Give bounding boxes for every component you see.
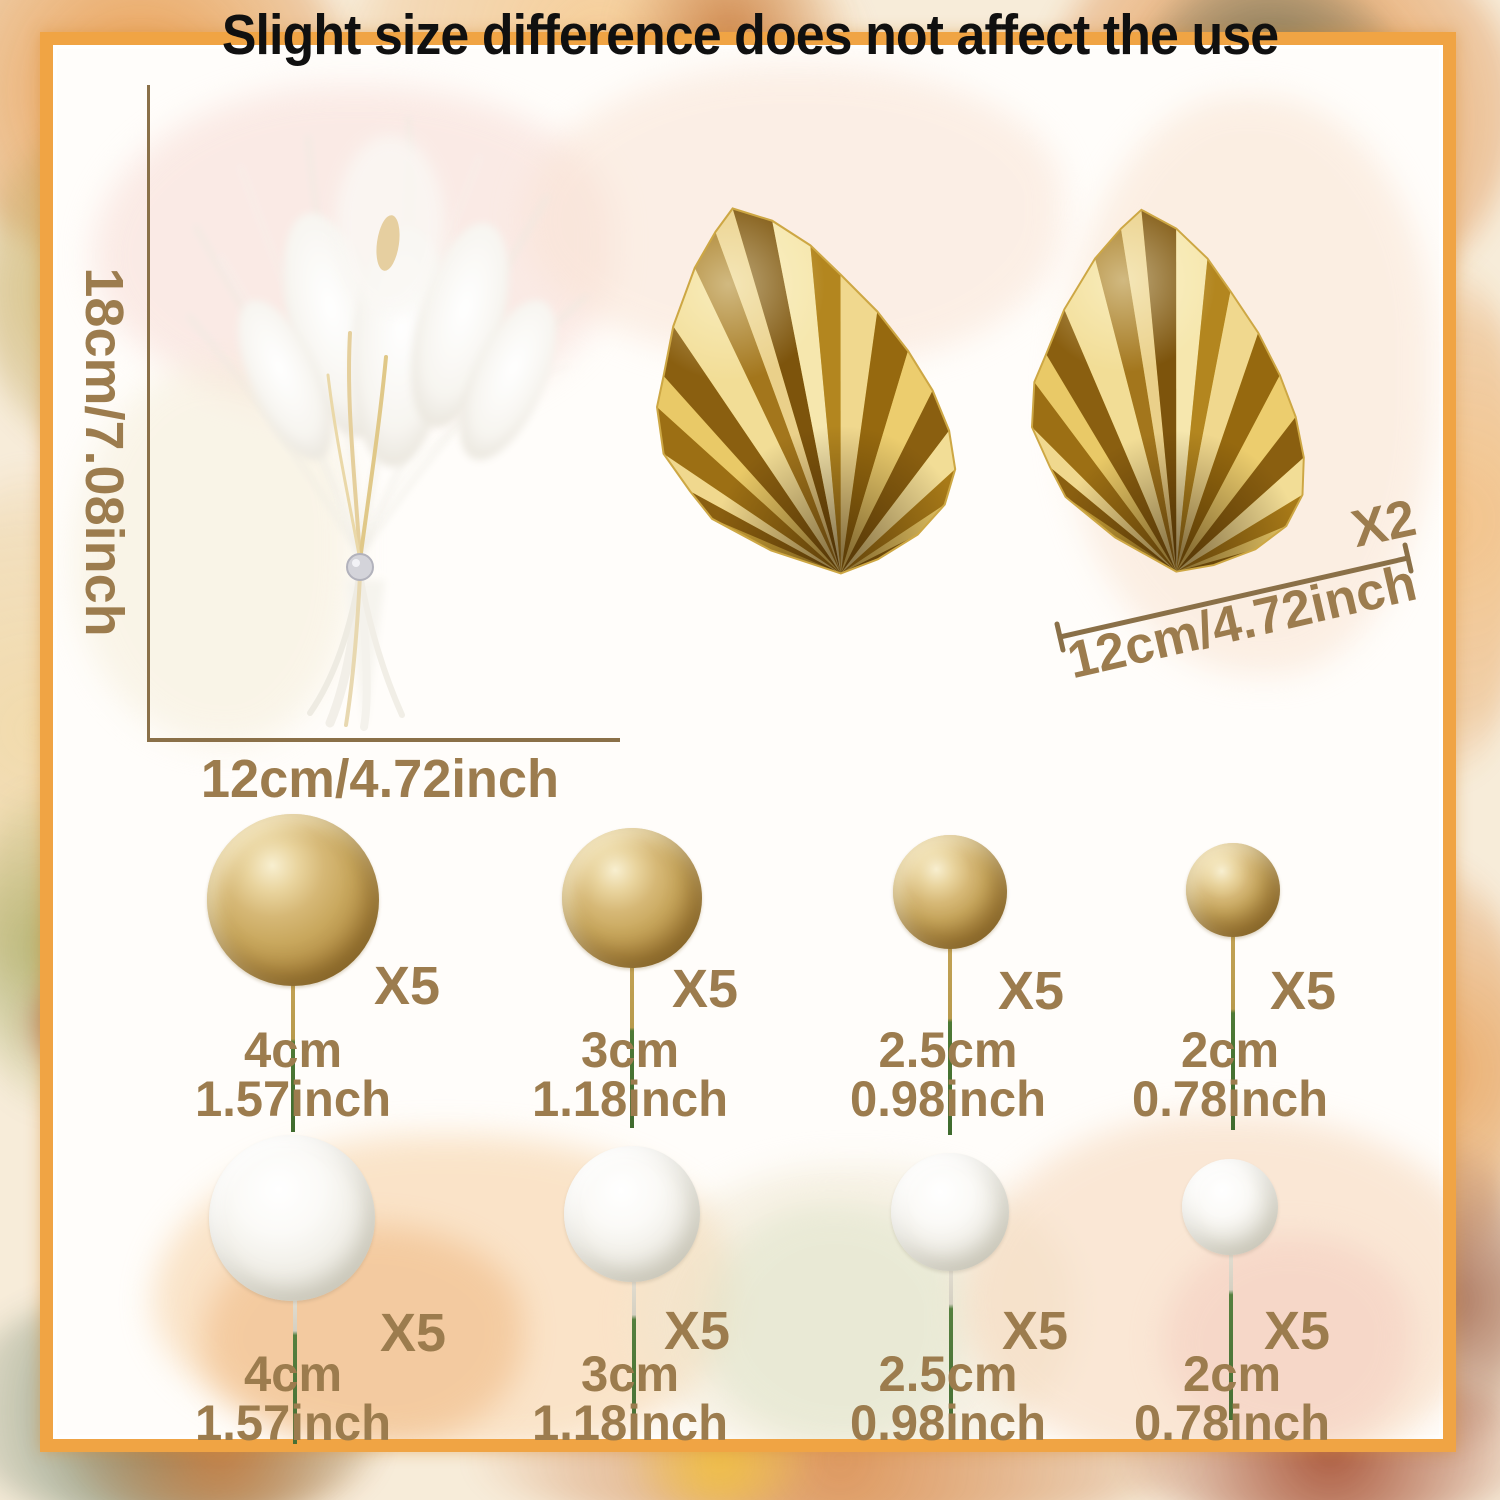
size-cm: 4cm [243, 1346, 343, 1402]
size-inch: 1.57inch [194, 1071, 392, 1127]
white-ball-count: X5 [664, 1301, 731, 1361]
size-inch: 1.18inch [531, 1395, 729, 1451]
pampas-plumes [238, 135, 557, 467]
size-cm: 3cm [580, 1346, 680, 1402]
gold-ball-4cm [207, 814, 379, 986]
white-ball-count: X5 [380, 1303, 447, 1363]
height-dimension-line [147, 85, 150, 740]
gold-ball-2cm [1186, 843, 1280, 937]
size-inch: 1.57inch [194, 1395, 392, 1451]
gold-ball-size-label: 4cm 1.57inch [136, 1022, 450, 1127]
gold-ball-size-label: 2cm 0.78inch [1073, 1022, 1387, 1127]
white-ball-size-label: 4cm 1.57inch [136, 1346, 450, 1451]
gold-ball-count: X5 [1270, 961, 1337, 1021]
panel-wash [1163, 1235, 1413, 1439]
white-ball-2cm [1182, 1159, 1278, 1255]
size-inch: 0.98inch [849, 1395, 1047, 1451]
size-cm: 3cm [580, 1022, 680, 1078]
pampas-width-label: 12cm/4.72inch [200, 749, 560, 809]
size-inch: 0.78inch [1131, 1071, 1329, 1127]
size-cm: 2cm [1182, 1346, 1282, 1402]
pampas-height-label: 18cm/7.08inch [74, 267, 134, 637]
bouquet-tie [346, 553, 374, 581]
gold-ball-count: X5 [998, 961, 1065, 1021]
size-cm: 2cm [1180, 1022, 1280, 1078]
gold-ball-size-label: 3cm 1.18inch [473, 1022, 787, 1127]
size-inch: 0.78inch [1133, 1395, 1331, 1451]
size-cm: 4cm [243, 1022, 343, 1078]
white-ball-stem [293, 1299, 297, 1444]
wheat-head [376, 215, 400, 271]
white-ball-2-5cm [891, 1153, 1009, 1271]
leaf-width-dimension-line [1054, 542, 1414, 653]
gold-ball-2-5cm [893, 835, 1007, 949]
white-ball-size-label: 3cm 1.18inch [473, 1346, 787, 1451]
gold-ball-3cm [562, 828, 702, 968]
gold-palm-leaf [1010, 198, 1339, 588]
gold-ball-count: X5 [672, 959, 739, 1019]
gold-ball-stem [630, 966, 634, 1128]
size-cm: 2.5cm [878, 1022, 1018, 1078]
gold-ball-stem [948, 947, 952, 1135]
width-dimension-line [147, 738, 620, 742]
gold-ball-stem [291, 982, 295, 1132]
size-inch: 0.98inch [849, 1071, 1047, 1127]
white-ball-size-label: 2.5cm 0.98inch [791, 1346, 1105, 1451]
white-ball-stem [632, 1280, 636, 1438]
gold-ball-size-label: 2.5cm 0.98inch [791, 1022, 1105, 1127]
gold-palm-leaf [646, 197, 961, 583]
pampas-grass-bouquet [186, 114, 589, 731]
pampas-tassel [307, 570, 405, 731]
leaf-pleats [646, 197, 961, 583]
size-cm: 2.5cm [878, 1346, 1018, 1402]
white-ball-size-label: 2cm 0.78inch [1075, 1346, 1389, 1451]
white-ball-4cm [209, 1135, 375, 1301]
page-title: Slight size difference does not affect t… [221, 3, 1279, 67]
pampas-stems [326, 215, 400, 562]
white-ball-stem [1229, 1253, 1233, 1420]
white-ball-3cm [564, 1146, 700, 1282]
white-ball-stem [949, 1269, 953, 1428]
gold-ball-stem [1231, 935, 1235, 1130]
gold-ball-count: X5 [374, 956, 441, 1016]
white-ball-count: X5 [1002, 1301, 1069, 1361]
size-inch: 1.18inch [531, 1071, 729, 1127]
white-ball-count: X5 [1264, 1301, 1331, 1361]
